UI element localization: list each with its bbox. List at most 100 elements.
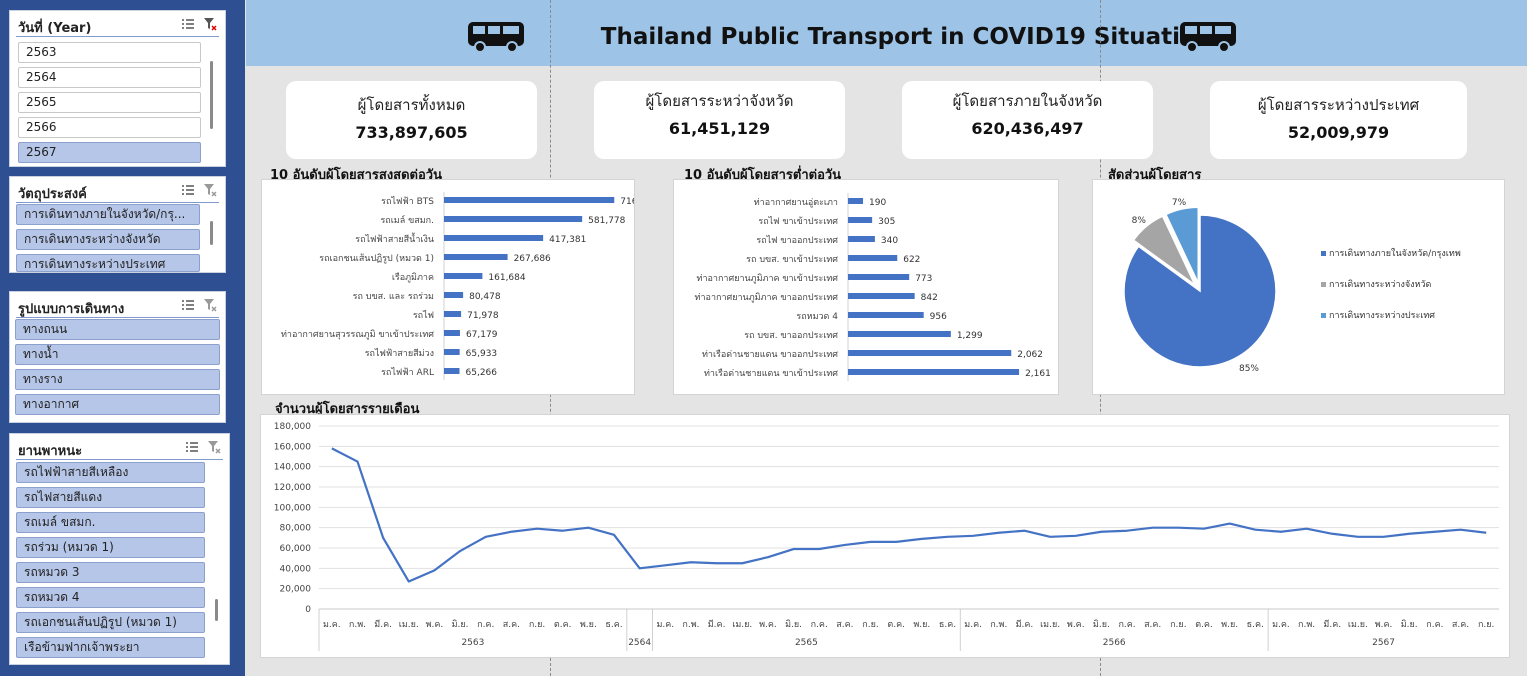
y-tick-label: 80,000 <box>280 524 312 534</box>
legend-swatch <box>1321 251 1326 256</box>
slicer-item[interactable]: ทางน้ำ <box>15 344 220 365</box>
bar-category-label: รถ บขส. ขาออกประเทศ <box>744 331 838 341</box>
x-tick-label: ก.ย. <box>862 620 878 630</box>
bar-value-label: 773 <box>915 274 932 284</box>
bar-category-label: รถเอกชนเส้นปฏิรูป (หมวด 1) <box>319 253 434 264</box>
pie-slice <box>1132 215 1196 286</box>
kpi-card-intraprovincial: ผู้โดยสารภายในจังหวัด 620,436,497 <box>902 81 1153 159</box>
slicer-item[interactable]: ทางถนน <box>15 319 220 340</box>
slicer-title: วันที่ (Year) <box>18 21 92 36</box>
x-tick-label: ธ.ค. <box>939 620 956 630</box>
bar-category-label: ท่าเรือด่านชายแดน ขาเข้าประเทศ <box>704 368 838 379</box>
x-tick-label: เม.ย. <box>399 620 419 630</box>
x-tick-label: พ.ย. <box>913 620 930 630</box>
header-banner: Thailand Public Transport in COVID19 Sit… <box>246 0 1527 66</box>
slicer-item[interactable]: ทางอากาศ <box>15 394 220 415</box>
slicer-scrollbar[interactable] <box>210 61 213 129</box>
x-tick-label: ส.ค. <box>503 620 520 630</box>
multi-select-icon[interactable] <box>181 183 195 197</box>
x-tick-label: มิ.ย. <box>1401 619 1418 630</box>
slicer-item[interactable]: รถไฟฟ้าสายสีเหลือง <box>16 462 205 483</box>
y-tick-label: 140,000 <box>274 463 311 473</box>
slicer-scrollbar[interactable] <box>215 599 218 621</box>
x-tick-label: พ.ค. <box>759 620 777 630</box>
x-tick-label: พ.ค. <box>1375 620 1393 630</box>
multi-select-icon[interactable] <box>181 17 195 31</box>
bar-value-label: 80,478 <box>469 292 501 302</box>
x-tick-label: ธ.ค. <box>1247 620 1264 630</box>
x-tick-label: ม.ค. <box>1272 620 1290 630</box>
slicer-item[interactable]: รถเอกชนเส้นปฏิรูป (หมวด 1) <box>16 612 205 633</box>
kpi-card-total: ผู้โดยสารทั้งหมด 733,897,605 <box>286 81 537 159</box>
legend-swatch <box>1321 313 1326 318</box>
slicer-item[interactable]: การเดินทางระหว่างจังหวัด <box>16 229 200 250</box>
bar-category-label: รถไฟฟ้าสายสีม่วง <box>365 348 434 359</box>
slicer-vehicle: ยานพาหนะ รถไฟฟ้าสายสีเหลือง รถไฟสายสีแดง… <box>9 433 230 665</box>
line-chart-title: จำนวนผู้โดยสารรายเดือน <box>275 402 420 417</box>
slicer-item[interactable]: รถหมวด 3 <box>16 562 205 583</box>
y-tick-label: 100,000 <box>274 503 311 513</box>
bar <box>444 235 544 241</box>
y-tick-label: 180,000 <box>274 422 311 432</box>
slicer-item[interactable]: การเดินทางภายในจังหวัด/กรุ... <box>16 204 200 225</box>
kpi-label: ผู้โดยสารภายในจังหวัด <box>952 92 1103 110</box>
slicer-item[interactable]: ทางราง <box>15 369 220 390</box>
x-tick-label: พ.ค. <box>426 620 444 630</box>
bus-icon <box>1180 22 1236 53</box>
x-tick-label: เม.ย. <box>1348 620 1368 630</box>
bar-value-label: 956 <box>930 312 947 322</box>
bar-value-label: 581,778 <box>588 216 625 226</box>
clear-filter-icon[interactable] <box>203 183 217 197</box>
slicer-purpose: วัตถุประสงค์ การเดินทางภายในจังหวัด/กรุ.… <box>9 176 226 273</box>
slicer-item[interactable]: รถหมวด 4 <box>16 587 205 608</box>
clear-filter-icon[interactable] <box>203 298 217 312</box>
bar-category-label: รถไฟฟ้าสายสีน้ำเงิน <box>355 232 434 245</box>
slicer-item[interactable]: การเดินทางระหว่างประเทศ <box>16 254 200 272</box>
line-chart-panel: 0 20,000 40,000 60,000 80,000 100,000 120,000 1… <box>260 414 1510 658</box>
legend-label: การเดินทางภายในจังหวัด/กรุงเทพ <box>1329 248 1461 259</box>
slicer-item[interactable]: เรือข้ามฟากเจ้าพระยา <box>16 637 205 658</box>
slicer-item[interactable]: รถไฟสายสีแดง <box>16 487 205 508</box>
slicer-scrollbar[interactable] <box>210 221 213 245</box>
bar-category-label: รถไฟ ขาเข้าประเทศ <box>758 216 838 227</box>
bar-category-label: รถ บขส. ขาเข้าประเทศ <box>746 254 838 265</box>
series-line <box>331 447 1487 583</box>
bar-value-label: 716,903 <box>620 197 634 207</box>
bar-value-label: 190 <box>869 198 886 208</box>
slicer-item[interactable]: 2563 <box>18 42 201 63</box>
x-tick-label: ก.พ. <box>990 620 1007 630</box>
bar-value-label: 65,933 <box>466 349 498 359</box>
slicer-item[interactable]: 2566 <box>18 117 201 138</box>
clear-filter-icon[interactable] <box>207 440 221 454</box>
bar-category-label: รถไฟ <box>413 310 434 321</box>
multi-select-icon[interactable] <box>185 440 199 454</box>
slicer-header: ยานพาหนะ <box>16 438 223 460</box>
multi-select-icon[interactable] <box>181 298 195 312</box>
bar-category-label: ท่าอากาศยานอู่ตะเภา <box>754 198 838 208</box>
slicer-year: วันที่ (Year) 2563 2564 2565 2566 2567 <box>9 10 226 167</box>
x-tick-label: มิ.ย. <box>1093 619 1110 630</box>
x-tick-label: ต.ค. <box>887 620 905 630</box>
bar <box>848 369 1020 375</box>
slicer-item[interactable]: รถร่วม (หมวด 1) <box>16 537 205 558</box>
bar <box>848 198 864 204</box>
bar-value-label: 2,062 <box>1017 350 1043 360</box>
x-tick-label: มี.ค. <box>708 619 726 630</box>
x-tick-label: ม.ค. <box>323 620 341 630</box>
slicer-item[interactable]: 2565 <box>18 92 201 113</box>
x-tick-label: ต.ค. <box>554 620 572 630</box>
slicer-item[interactable]: รถเมล์ ขสมก. <box>16 512 205 533</box>
y-tick-label: 120,000 <box>274 483 311 493</box>
slicer-item[interactable]: 2564 <box>18 67 201 88</box>
clear-filter-icon[interactable] <box>203 17 217 31</box>
kpi-value: 620,436,497 <box>971 119 1084 138</box>
x-year-label: 2567 <box>1372 638 1395 648</box>
line-chart: 0 20,000 40,000 60,000 80,000 100,000 120,000 1… <box>274 422 1499 651</box>
slicer-item[interactable]: 2567 <box>18 142 201 163</box>
bar-category-label: รถไฟฟ้า BTS <box>381 196 434 207</box>
kpi-card-interprovincial: ผู้โดยสารระหว่าจังหวัด 61,451,129 <box>594 81 845 159</box>
bar <box>444 368 460 374</box>
x-year-label: 2563 <box>461 638 484 648</box>
x-tick-label: ส.ค. <box>1452 620 1469 630</box>
kpi-label: ผู้โดยสารระหว่าจังหวัด <box>645 92 794 110</box>
